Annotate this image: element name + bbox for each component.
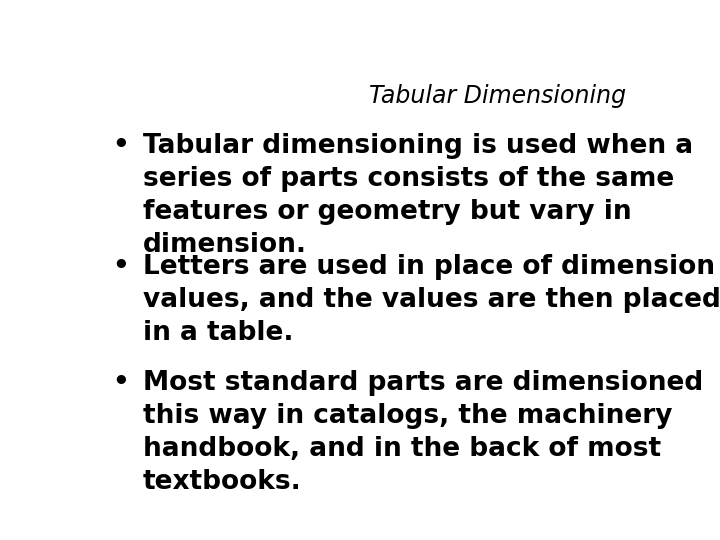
Text: •: • [112, 133, 129, 159]
Text: •: • [112, 370, 129, 396]
Text: Tabular dimensioning is used when a
series of parts consists of the same
feature: Tabular dimensioning is used when a seri… [143, 133, 693, 259]
Text: Letters are used in place of dimension
values, and the values are then placed
in: Letters are used in place of dimension v… [143, 254, 720, 346]
Text: •: • [112, 254, 129, 280]
Text: Tabular Dimensioning: Tabular Dimensioning [369, 84, 626, 107]
Text: Most standard parts are dimensioned
this way in catalogs, the machinery
handbook: Most standard parts are dimensioned this… [143, 370, 703, 495]
